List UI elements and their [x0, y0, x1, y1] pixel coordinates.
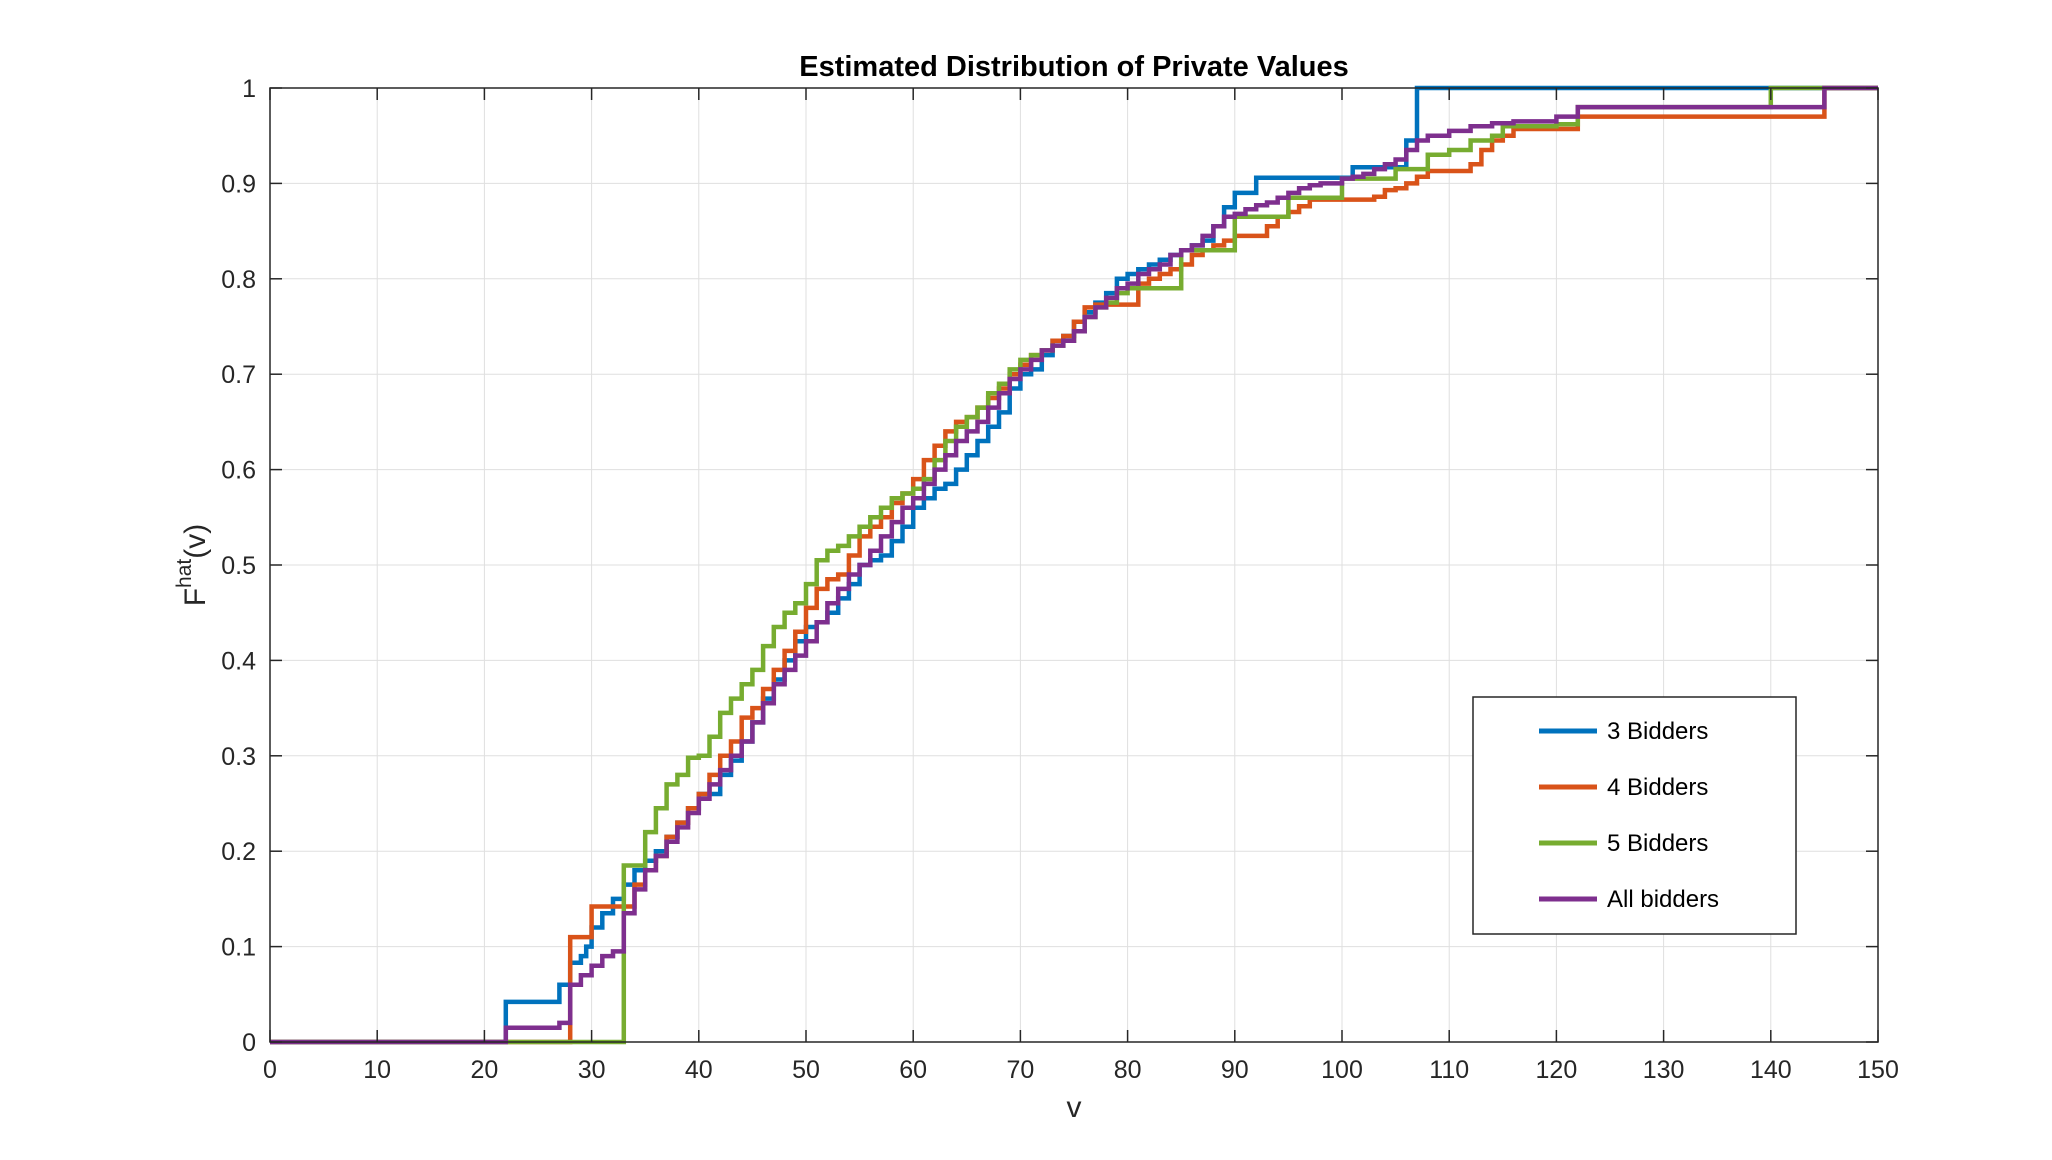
y-tick-label: 0.8 [221, 266, 256, 294]
x-tick-label: 40 [685, 1056, 713, 1084]
x-tick-label: 100 [1321, 1056, 1363, 1084]
chart-title: Estimated Distribution of Private Values [799, 51, 1349, 83]
x-axis-label: v [1067, 1091, 1082, 1124]
y-axis-label-superscript: hat [173, 559, 196, 588]
x-tick-label: 110 [1429, 1056, 1469, 1084]
x-tick-label: 130 [1643, 1056, 1685, 1084]
y-tick-label: 0.6 [221, 457, 256, 485]
y-tick-label: 0.4 [221, 647, 256, 675]
x-tick-label: 80 [1114, 1056, 1142, 1084]
y-tick-label: 0.9 [221, 170, 256, 198]
y-axis-label: Fhat(v) [173, 524, 212, 607]
ticks: 0 10 20 30 40 50 60 70 80 90 100 110 120 130 140 150 0 0.… [221, 75, 1899, 1084]
x-tick-label: 90 [1221, 1056, 1249, 1084]
y-axis-label-main: F [179, 588, 212, 606]
legend-entry-label: 5 Bidders [1607, 830, 1708, 857]
x-tick-label: 50 [792, 1056, 820, 1084]
x-tick-label: 70 [1006, 1056, 1034, 1084]
y-tick-label: 0.3 [221, 743, 256, 771]
series-layer [270, 85, 1878, 1045]
legend: 3 Bidders 4 Bidders 5 Bidders All bidders [1472, 696, 1797, 935]
y-tick-label: 0.5 [221, 552, 256, 580]
x-tick-label: 60 [899, 1056, 927, 1084]
y-tick-label: 0.1 [221, 934, 256, 962]
y-tick-label: 0.7 [221, 361, 256, 389]
x-tick-label: 150 [1857, 1056, 1899, 1084]
legend-box [1472, 696, 1797, 935]
legend-entry-label: 3 Bidders [1607, 718, 1708, 745]
x-tick-label: 0 [263, 1056, 277, 1084]
x-tick-label: 20 [470, 1056, 498, 1084]
y-tick-label: 0 [242, 1029, 256, 1057]
y-tick-label: 0.2 [221, 838, 256, 866]
legend-entry-label: 4 Bidders [1607, 774, 1708, 801]
x-tick-label: 140 [1750, 1056, 1792, 1084]
x-tick-label: 10 [363, 1056, 391, 1084]
y-tick-label: 1 [242, 75, 256, 103]
legend-entry-label: All bidders [1607, 886, 1719, 913]
x-tick-label: 30 [578, 1056, 606, 1084]
x-tick-label: 120 [1536, 1056, 1578, 1084]
series-line-2 [270, 85, 1878, 1045]
y-axis-label-suffix: (v) [179, 524, 212, 559]
series-line-3 [270, 85, 1878, 1045]
series-line-4 [270, 85, 1878, 1045]
